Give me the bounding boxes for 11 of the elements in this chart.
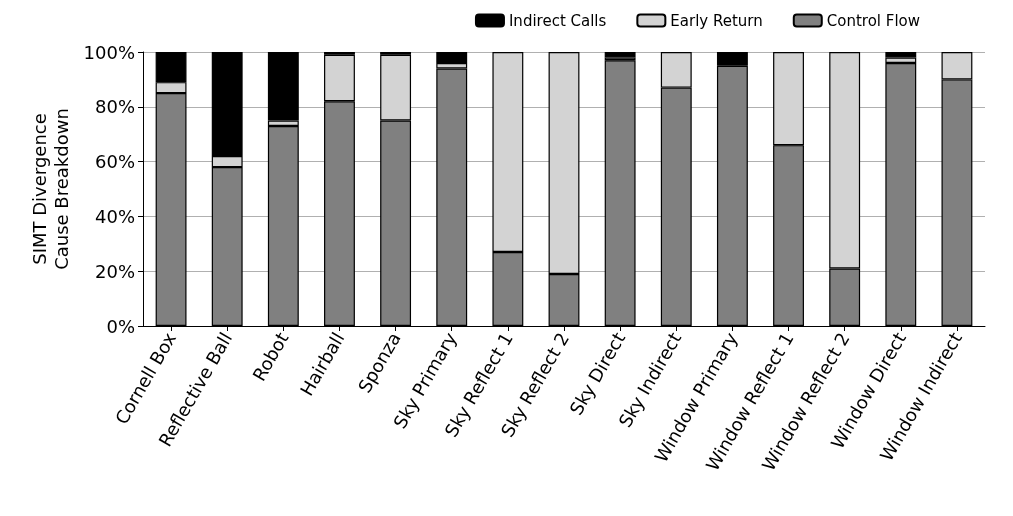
legend-label: Early Return [670, 11, 763, 30]
y-tick-label: 0% [106, 315, 135, 337]
y-axis-title: SIMT Divergence Cause Breakdown [29, 108, 73, 270]
y-tick-label: 20% [94, 260, 135, 282]
y-tick-label: 60% [94, 151, 135, 173]
bar [604, 52, 636, 58]
y-tick-label: 80% [94, 96, 135, 118]
legend-label: Control Flow [826, 11, 920, 30]
y-tick-label: 40% [94, 205, 135, 227]
legend-label: Indirect Calls [508, 11, 607, 30]
y-tick-label: 100% [83, 41, 135, 63]
